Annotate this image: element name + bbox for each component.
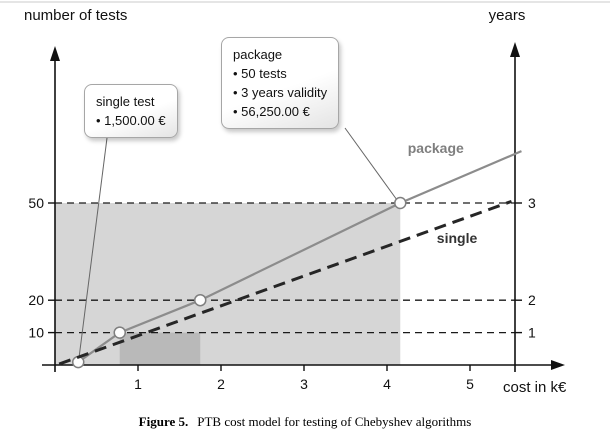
series-label-package: package xyxy=(408,140,464,156)
y-axis-label-left: number of tests xyxy=(24,7,127,24)
callout-single-leader-line xyxy=(78,137,108,357)
callout-single-price: • 1,500.00 € xyxy=(96,113,166,128)
x-tick-label-3: 3 xyxy=(300,376,308,392)
callout-package: package • 50 tests • 3 years validity • … xyxy=(221,37,340,129)
marker-package-2 xyxy=(194,293,207,307)
marker-package-3 xyxy=(394,196,407,210)
series-label-single: single xyxy=(437,230,478,246)
callout-package-price: • 56,250.00 € xyxy=(233,104,310,119)
y-right-tick-label-2: 2 xyxy=(528,292,536,308)
y-axis-right-arrow-icon xyxy=(510,42,520,57)
y-axis-left-arrow-icon xyxy=(50,46,60,61)
x-axis-arrow-icon xyxy=(551,360,565,370)
y-left-tick-label-50: 50 xyxy=(28,195,44,211)
y-right-tick-label-1: 1 xyxy=(528,325,536,341)
x-tick-label-1: 1 xyxy=(134,376,142,392)
caption-text: PTB cost model for testing of Chebyshev … xyxy=(197,414,472,429)
callout-package-title: package xyxy=(233,47,283,62)
callout-package-tests: • 50 tests xyxy=(233,66,287,81)
x-tick-label-2: 2 xyxy=(217,376,225,392)
marker-package-1 xyxy=(113,326,126,339)
callout-package-leader-line xyxy=(344,127,397,200)
x-tick-label-5: 5 xyxy=(466,376,474,392)
callout-single-title: single test xyxy=(96,94,155,109)
y-axis-label-right: years xyxy=(489,7,526,24)
y-right-tick-label-3: 3 xyxy=(528,195,536,211)
series-single-line xyxy=(58,199,513,366)
y-left-tick-label-20: 20 xyxy=(28,292,44,308)
x-tick-label-4: 4 xyxy=(383,376,391,392)
x-axis-label: cost in k€ xyxy=(503,379,567,396)
caption-label: Figure 5. xyxy=(138,414,189,429)
callout-package-validity: • 3 years validity xyxy=(233,85,328,100)
callout-single-test: single test • 1,500.00 € xyxy=(84,84,178,138)
y-left-tick-label-10: 10 xyxy=(28,325,44,341)
figure-caption: Figure 5. PTB cost model for testing of C… xyxy=(0,414,610,430)
chart-canvas: 1 2 3 4 5 10 20 50 1 2 3 number of tests years cost i… xyxy=(0,1,610,396)
